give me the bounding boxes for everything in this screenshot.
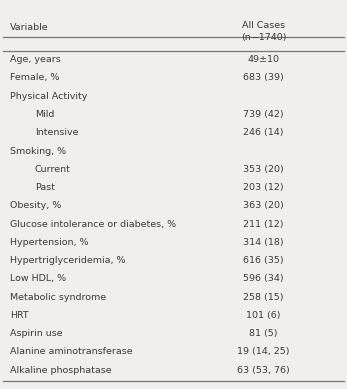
- Text: Alkaline phosphatase: Alkaline phosphatase: [10, 366, 112, 375]
- Text: 596 (34): 596 (34): [243, 274, 284, 283]
- Text: Low HDL, %: Low HDL, %: [10, 274, 67, 283]
- Text: Alanine aminotransferase: Alanine aminotransferase: [10, 347, 133, 356]
- Text: 203 (12): 203 (12): [243, 183, 284, 192]
- Text: 63 (53, 76): 63 (53, 76): [237, 366, 290, 375]
- Text: Past: Past: [35, 183, 55, 192]
- Text: 683 (39): 683 (39): [243, 74, 284, 82]
- Text: Aspirin use: Aspirin use: [10, 329, 63, 338]
- Text: Glucose intolerance or diabetes, %: Glucose intolerance or diabetes, %: [10, 219, 177, 229]
- Text: Physical Activity: Physical Activity: [10, 92, 88, 101]
- Text: 739 (42): 739 (42): [243, 110, 284, 119]
- Text: Hypertension, %: Hypertension, %: [10, 238, 89, 247]
- Text: 246 (14): 246 (14): [244, 128, 284, 137]
- Text: Female, %: Female, %: [10, 74, 60, 82]
- Text: All Cases
(n−1740): All Cases (n−1740): [241, 21, 287, 42]
- Text: Smoking, %: Smoking, %: [10, 147, 67, 156]
- Text: Age, years: Age, years: [10, 55, 61, 64]
- Text: 101 (6): 101 (6): [246, 311, 281, 320]
- Text: Intensive: Intensive: [35, 128, 78, 137]
- Text: 19 (14, 25): 19 (14, 25): [237, 347, 290, 356]
- Text: Obesity, %: Obesity, %: [10, 201, 62, 210]
- Text: 81 (5): 81 (5): [249, 329, 278, 338]
- Text: Variable: Variable: [10, 23, 49, 32]
- Text: 363 (20): 363 (20): [243, 201, 284, 210]
- Text: 258 (15): 258 (15): [244, 293, 284, 301]
- Text: 49±10: 49±10: [248, 55, 280, 64]
- Text: HRT: HRT: [10, 311, 29, 320]
- Text: 314 (18): 314 (18): [243, 238, 284, 247]
- Text: Current: Current: [35, 165, 70, 174]
- Text: 353 (20): 353 (20): [243, 165, 284, 174]
- Text: Metabolic syndrome: Metabolic syndrome: [10, 293, 107, 301]
- Text: 211 (12): 211 (12): [244, 219, 284, 229]
- Text: Mild: Mild: [35, 110, 54, 119]
- Text: Hypertriglyceridemia, %: Hypertriglyceridemia, %: [10, 256, 126, 265]
- Text: 616 (35): 616 (35): [243, 256, 284, 265]
